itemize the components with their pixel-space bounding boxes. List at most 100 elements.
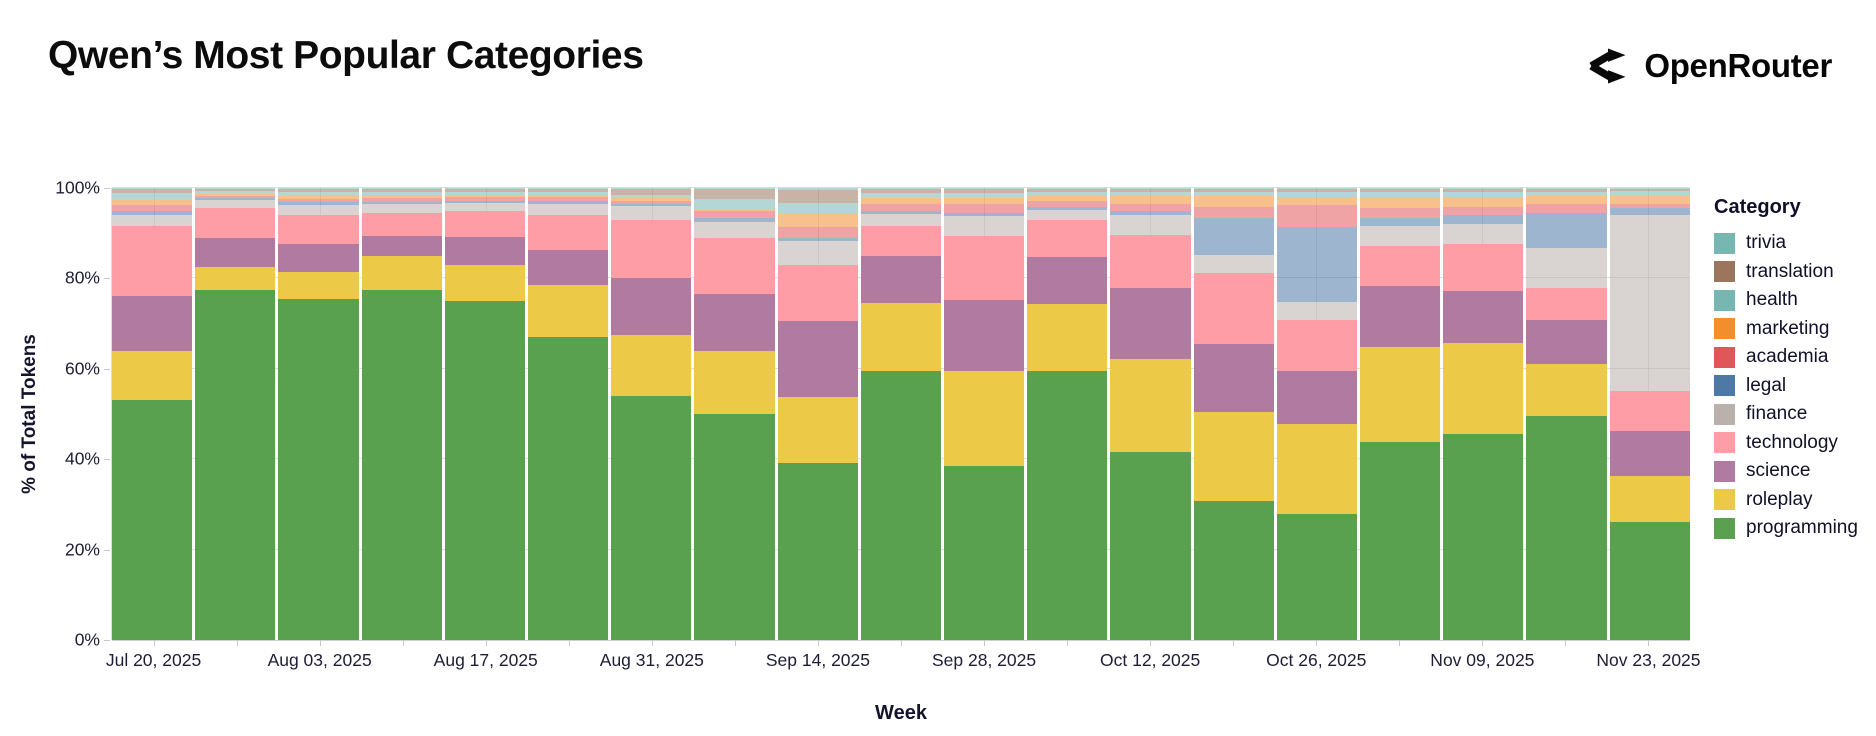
bar-segment-translation[interactable] [112, 189, 193, 193]
bar-segment-finance[interactable] [444, 203, 526, 211]
bar-segment-technology[interactable] [1443, 243, 1524, 291]
bar-segment-finance[interactable] [1360, 226, 1441, 247]
bar-segment-trivia[interactable] [777, 188, 858, 191]
bar-segment-programming[interactable] [278, 298, 359, 640]
bar-segment-programming[interactable] [1027, 370, 1108, 640]
bar-segment-health[interactable] [1276, 191, 1358, 197]
bar-segment-legal[interactable] [361, 201, 442, 205]
bar-segment-roleplay[interactable] [1276, 423, 1358, 515]
bar-segment-marketing[interactable] [1276, 196, 1358, 205]
bar-segment-legal[interactable] [860, 210, 942, 214]
bar-segment-translation[interactable] [860, 189, 942, 193]
bar-segment-programming[interactable] [611, 395, 692, 640]
bar-segment-finance[interactable] [1609, 215, 1690, 391]
bar-segment-programming[interactable] [1443, 433, 1524, 640]
bar-segment-translation[interactable] [1526, 189, 1607, 192]
bar-segment-marketing[interactable] [1526, 195, 1607, 204]
bar-segment-academia[interactable] [195, 195, 276, 199]
bar-segment-trivia[interactable] [1193, 188, 1274, 190]
bar-segment-technology[interactable] [944, 236, 1025, 301]
bar-segment-trivia[interactable] [1360, 188, 1441, 190]
bar-segment-finance[interactable] [694, 221, 775, 239]
bar-segment-finance[interactable] [1526, 248, 1607, 289]
bar-segment-marketing[interactable] [528, 195, 609, 197]
bar-segment-science[interactable] [777, 320, 858, 398]
bar-segment-health[interactable] [1027, 192, 1108, 197]
bar-segment-legal[interactable] [1526, 212, 1607, 249]
bar-segment-health[interactable] [1110, 191, 1191, 196]
bar-segment-trivia[interactable] [1443, 188, 1524, 190]
bar-segment-translation[interactable] [1609, 189, 1690, 192]
bar-segment-translation[interactable] [444, 189, 526, 192]
bar-segment-science[interactable] [1193, 343, 1274, 413]
bar-segment-technology[interactable] [777, 265, 858, 321]
bar-segment-health[interactable] [195, 191, 276, 194]
bar-segment-marketing[interactable] [1360, 197, 1441, 208]
bar-segment-science[interactable] [361, 235, 442, 256]
bar-segment-roleplay[interactable] [1110, 358, 1191, 453]
bar-segment-finance[interactable] [361, 204, 442, 214]
bar-segment-technology[interactable] [694, 238, 775, 295]
bar-segment-academia[interactable] [860, 203, 942, 211]
bar-segment-science[interactable] [694, 294, 775, 351]
bar-segment-health[interactable] [1526, 191, 1607, 196]
bar-segment-legal[interactable] [1609, 208, 1690, 216]
bar-segment-translation[interactable] [1276, 189, 1358, 192]
bar-segment-translation[interactable] [777, 190, 858, 204]
bar-segment-marketing[interactable] [1027, 196, 1108, 202]
bar-segment-roleplay[interactable] [528, 285, 609, 338]
bar-segment-roleplay[interactable] [1443, 343, 1524, 434]
bar-segment-legal[interactable] [1276, 226, 1358, 303]
bar-segment-technology[interactable] [444, 210, 526, 237]
brand-logo[interactable]: OpenRouter [1586, 46, 1832, 86]
bar-segment-programming[interactable] [777, 462, 858, 640]
bar-segment-academia[interactable] [1276, 204, 1358, 227]
bar-segment-science[interactable] [1027, 256, 1108, 304]
bar-segment-science[interactable] [944, 300, 1025, 371]
bar-segment-finance[interactable] [528, 203, 609, 216]
bar-segment-marketing[interactable] [361, 196, 442, 199]
bar-segment-trivia[interactable] [1110, 188, 1191, 190]
bar-segment-programming[interactable] [1360, 441, 1441, 640]
bar-segment-academia[interactable] [1443, 206, 1524, 215]
bar-segment-health[interactable] [777, 203, 858, 214]
bar-segment-health[interactable] [361, 192, 442, 197]
bar-segment-trivia[interactable] [278, 188, 359, 190]
bar-segment-translation[interactable] [528, 189, 609, 192]
bar-segment-finance[interactable] [611, 206, 692, 220]
bar-segment-technology[interactable] [1526, 288, 1607, 321]
bar-segment-roleplay[interactable] [944, 370, 1025, 467]
bar-segment-academia[interactable] [1110, 203, 1191, 211]
bar-segment-health[interactable] [444, 191, 526, 195]
bar-segment-marketing[interactable] [1443, 196, 1524, 207]
bar-segment-finance[interactable] [1276, 302, 1358, 321]
bar-segment-programming[interactable] [694, 413, 775, 640]
bar-segment-programming[interactable] [444, 300, 526, 640]
bar-segment-technology[interactable] [1027, 220, 1108, 257]
bar-segment-trivia[interactable] [611, 188, 692, 190]
bar-segment-marketing[interactable] [1193, 195, 1274, 207]
bar-segment-trivia[interactable] [361, 188, 442, 190]
bar-segment-trivia[interactable] [1027, 188, 1108, 190]
bar-segment-technology[interactable] [112, 226, 193, 297]
bar-segment-marketing[interactable] [694, 208, 775, 212]
bar-segment-science[interactable] [1276, 370, 1358, 424]
bar-segment-science[interactable] [1609, 431, 1690, 477]
bar-segment-academia[interactable] [1193, 206, 1274, 219]
bar-segment-roleplay[interactable] [611, 334, 692, 396]
bar-segment-science[interactable] [112, 296, 193, 351]
bar-segment-legal[interactable] [444, 200, 526, 204]
bar-segment-finance[interactable] [860, 213, 942, 227]
bar-segment-technology[interactable] [1276, 320, 1358, 371]
bar-segment-marketing[interactable] [1110, 195, 1191, 204]
bar-segment-programming[interactable] [860, 370, 942, 640]
bar-segment-marketing[interactable] [1609, 194, 1690, 204]
bar-segment-legal[interactable] [528, 201, 609, 204]
bar-segment-legal[interactable] [1443, 214, 1524, 224]
bar-segment-programming[interactable] [944, 466, 1025, 640]
bar-segment-roleplay[interactable] [195, 267, 276, 290]
bar-segment-academia[interactable] [694, 211, 775, 219]
bar-segment-marketing[interactable] [777, 213, 858, 228]
bar-segment-legal[interactable] [611, 204, 692, 207]
bar-segment-legal[interactable] [777, 238, 858, 242]
